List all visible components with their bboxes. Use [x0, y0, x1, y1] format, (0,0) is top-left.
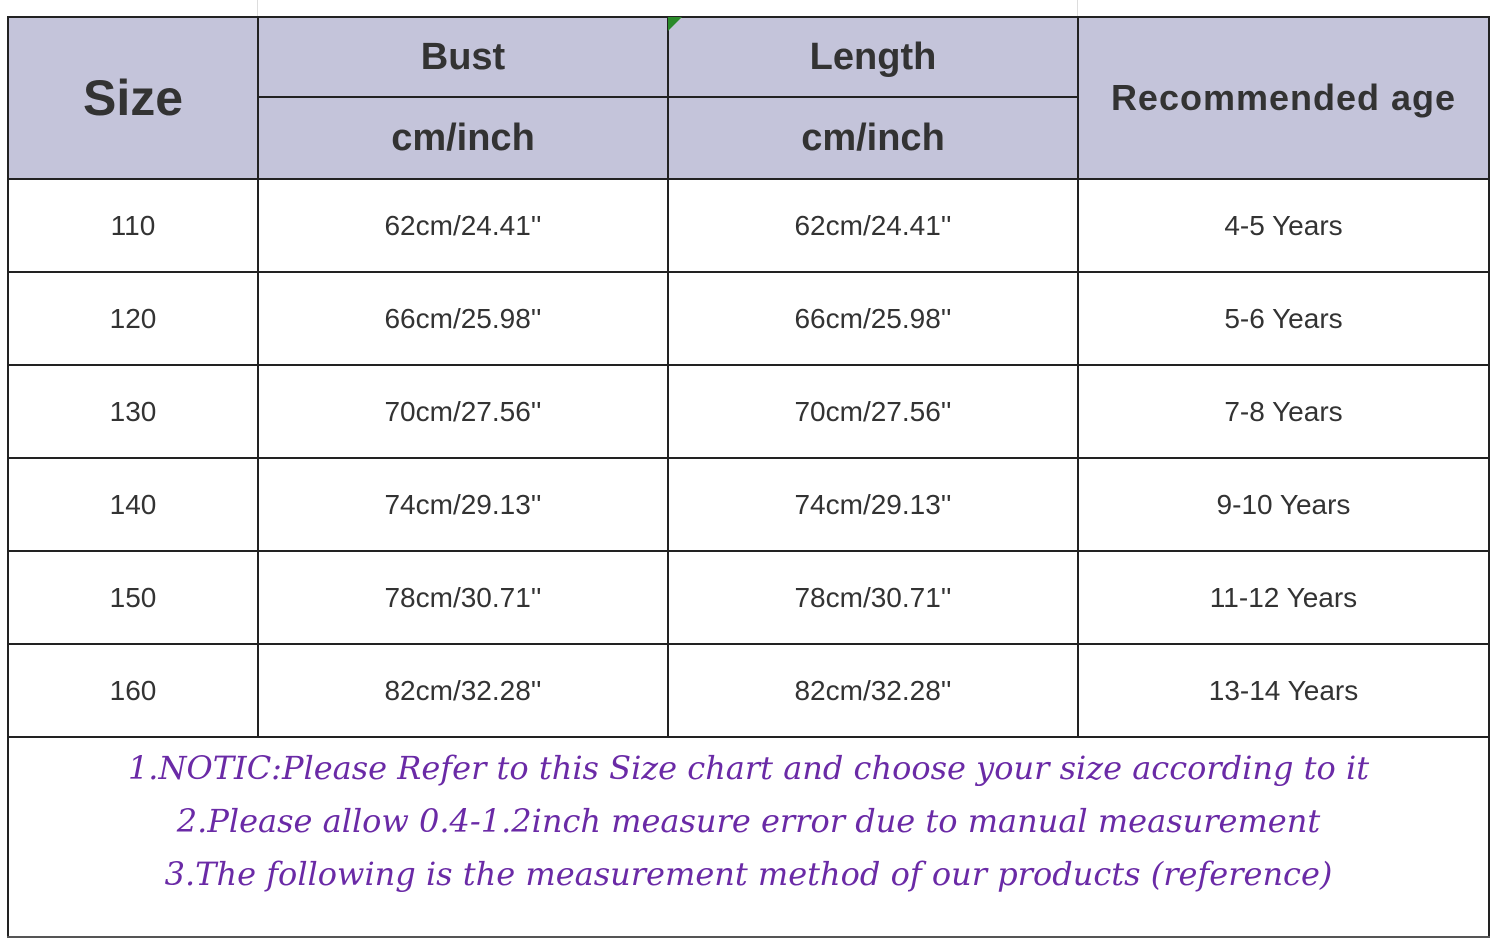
cell-age: 7-8 Years [1077, 364, 1490, 459]
cell-bust: 62cm/24.41'' [257, 178, 669, 273]
cell-size: 130 [7, 364, 259, 459]
table-row: 150 78cm/30.71'' 78cm/30.71'' 11-12 Years [7, 550, 1490, 645]
cell-bust: 74cm/29.13'' [257, 457, 669, 552]
cell-length: 70cm/27.56'' [667, 364, 1079, 459]
cell-length: 66cm/25.98'' [667, 271, 1079, 366]
header-length: Length [667, 16, 1079, 98]
table-row: 120 66cm/25.98'' 66cm/25.98'' 5-6 Years [7, 271, 1490, 366]
cell-size: 110 [7, 178, 259, 273]
cell-length: 62cm/24.41'' [667, 178, 1079, 273]
note-3: 3.The following is the measurement metho… [164, 855, 1333, 893]
cell-bust: 82cm/32.28'' [257, 643, 669, 738]
header-recommended-age: Recommended age [1077, 16, 1490, 180]
header-bust: Bust [257, 16, 669, 98]
table-row: 140 74cm/29.13'' 74cm/29.13'' 9-10 Years [7, 457, 1490, 552]
cell-length: 74cm/29.13'' [667, 457, 1079, 552]
sheet-gridline [257, 0, 258, 16]
sheet-gridline [1077, 0, 1078, 16]
cell-bust: 70cm/27.56'' [257, 364, 669, 459]
header-length-unit: cm/inch [667, 96, 1079, 180]
cell-age: 13-14 Years [1077, 643, 1490, 738]
cell-size: 120 [7, 271, 259, 366]
cell-age: 11-12 Years [1077, 550, 1490, 645]
cell-age: 4-5 Years [1077, 178, 1490, 273]
size-chart-table: Size Bust Length Recommended age cm/inch… [7, 16, 1490, 938]
table-row: 130 70cm/27.56'' 70cm/27.56'' 7-8 Years [7, 364, 1490, 459]
cell-length: 78cm/30.71'' [667, 550, 1079, 645]
cell-bust: 78cm/30.71'' [257, 550, 669, 645]
table-row: 110 62cm/24.41'' 62cm/24.41'' 4-5 Years [7, 178, 1490, 273]
note-2: 2.Please allow 0.4-1.2inch measure error… [176, 802, 1321, 840]
cell-size: 140 [7, 457, 259, 552]
notes-row: 1.NOTIC:Please Refer to this Size chart … [7, 736, 1490, 938]
cell-bust: 66cm/25.98'' [257, 271, 669, 366]
header-bust-unit: cm/inch [257, 96, 669, 180]
header-size: Size [7, 16, 259, 180]
cell-size: 160 [7, 643, 259, 738]
note-1: 1.NOTIC:Please Refer to this Size chart … [127, 749, 1370, 787]
notes-cell: 1.NOTIC:Please Refer to this Size chart … [7, 736, 1490, 938]
cell-age: 5-6 Years [1077, 271, 1490, 366]
cell-size: 150 [7, 550, 259, 645]
table-row: 160 82cm/32.28'' 82cm/32.28'' 13-14 Years [7, 643, 1490, 738]
cell-length: 82cm/32.28'' [667, 643, 1079, 738]
cell-age: 9-10 Years [1077, 457, 1490, 552]
cell-comment-marker [668, 17, 682, 31]
